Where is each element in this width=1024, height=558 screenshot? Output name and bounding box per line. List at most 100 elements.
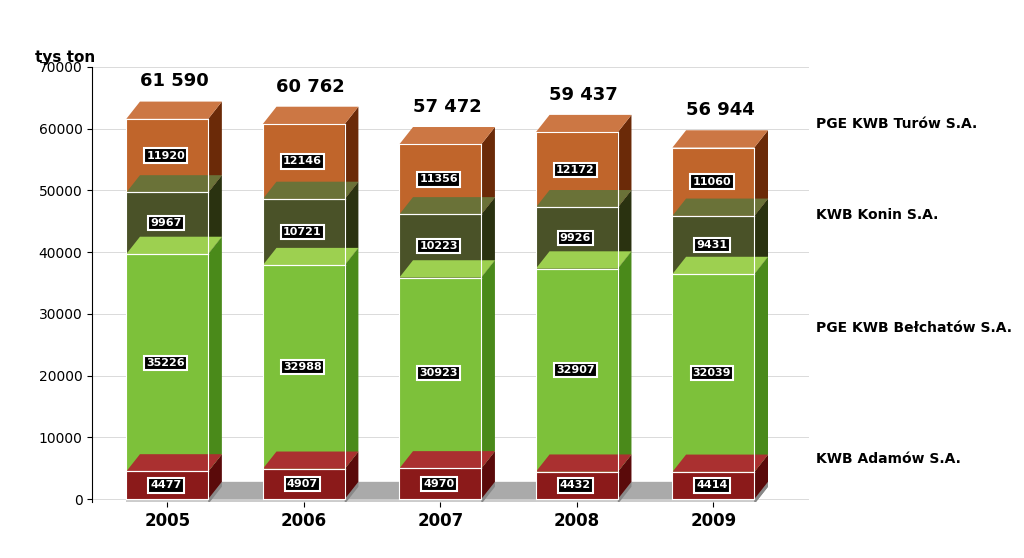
Polygon shape [673, 482, 768, 499]
Polygon shape [481, 197, 495, 277]
Polygon shape [399, 145, 481, 214]
Text: 60 762: 60 762 [276, 78, 345, 95]
Text: 11060: 11060 [692, 177, 731, 187]
Polygon shape [755, 257, 768, 472]
Text: 9967: 9967 [151, 218, 181, 228]
Polygon shape [481, 127, 495, 214]
Polygon shape [126, 482, 222, 499]
Polygon shape [399, 197, 495, 214]
Polygon shape [208, 454, 222, 499]
Text: 32907: 32907 [556, 365, 595, 375]
Polygon shape [673, 472, 755, 499]
Polygon shape [126, 499, 208, 504]
Polygon shape [126, 175, 222, 193]
Text: 30923: 30923 [420, 368, 458, 378]
Polygon shape [755, 455, 768, 499]
Text: 56 944: 56 944 [686, 101, 755, 119]
Polygon shape [536, 115, 632, 132]
Text: 4907: 4907 [287, 479, 318, 489]
Polygon shape [208, 482, 222, 504]
Polygon shape [673, 455, 768, 472]
Polygon shape [536, 454, 632, 472]
Polygon shape [617, 454, 632, 499]
Polygon shape [126, 482, 768, 499]
Polygon shape [399, 214, 481, 277]
Polygon shape [536, 472, 617, 499]
Polygon shape [345, 482, 358, 504]
Polygon shape [399, 260, 495, 277]
Text: KWB Adamów S.A.: KWB Adamów S.A. [816, 451, 961, 466]
Text: 12172: 12172 [556, 165, 595, 175]
Polygon shape [673, 147, 755, 216]
Text: 59 437: 59 437 [549, 86, 618, 104]
Polygon shape [345, 107, 358, 199]
Polygon shape [345, 182, 358, 265]
Text: 32039: 32039 [693, 368, 731, 378]
Polygon shape [617, 115, 632, 208]
Text: 10223: 10223 [420, 241, 458, 251]
Polygon shape [263, 107, 358, 124]
Polygon shape [263, 199, 345, 265]
Polygon shape [536, 208, 617, 268]
Polygon shape [126, 237, 222, 254]
Polygon shape [399, 127, 495, 145]
Polygon shape [755, 482, 768, 504]
Polygon shape [536, 190, 632, 208]
Text: 11356: 11356 [420, 174, 459, 184]
Polygon shape [755, 199, 768, 274]
Text: 12146: 12146 [283, 156, 322, 166]
Polygon shape [673, 274, 755, 472]
Polygon shape [126, 193, 208, 254]
Polygon shape [617, 482, 632, 504]
Text: 4970: 4970 [423, 479, 455, 489]
Polygon shape [673, 257, 768, 274]
Polygon shape [399, 451, 495, 468]
Polygon shape [673, 130, 768, 147]
Polygon shape [617, 190, 632, 268]
Text: 32988: 32988 [283, 362, 322, 372]
Polygon shape [399, 499, 481, 504]
Text: 11920: 11920 [146, 151, 185, 161]
Polygon shape [399, 482, 495, 499]
Polygon shape [673, 499, 755, 504]
Polygon shape [263, 124, 345, 199]
Polygon shape [126, 472, 208, 499]
Polygon shape [481, 451, 495, 499]
Polygon shape [263, 265, 345, 469]
Text: 57 472: 57 472 [413, 98, 481, 116]
Text: PGE KWB Turów S.A.: PGE KWB Turów S.A. [816, 117, 977, 131]
Text: 10721: 10721 [283, 227, 322, 237]
Polygon shape [755, 482, 768, 504]
Polygon shape [263, 451, 358, 469]
Text: 9926: 9926 [560, 233, 591, 243]
Polygon shape [481, 482, 495, 504]
Polygon shape [536, 132, 617, 208]
Text: 61 590: 61 590 [139, 73, 209, 90]
Polygon shape [126, 454, 222, 472]
Polygon shape [126, 254, 208, 472]
Polygon shape [673, 216, 755, 274]
Polygon shape [536, 251, 632, 268]
Polygon shape [263, 469, 345, 499]
Polygon shape [208, 237, 222, 472]
Polygon shape [755, 130, 768, 216]
Polygon shape [263, 482, 358, 499]
Polygon shape [263, 248, 358, 265]
Polygon shape [208, 102, 222, 193]
Polygon shape [481, 260, 495, 468]
Polygon shape [126, 119, 208, 193]
Text: 4432: 4432 [560, 480, 591, 490]
Polygon shape [208, 175, 222, 254]
Polygon shape [399, 277, 481, 468]
Text: 4414: 4414 [696, 480, 728, 490]
Polygon shape [536, 482, 632, 499]
Text: 35226: 35226 [146, 358, 185, 368]
Polygon shape [345, 451, 358, 499]
Text: tys ton: tys ton [35, 50, 95, 65]
Polygon shape [536, 499, 617, 504]
Text: 4477: 4477 [151, 480, 181, 490]
Text: PGE KWB Bełchatów S.A.: PGE KWB Bełchatów S.A. [816, 321, 1012, 335]
Polygon shape [673, 199, 768, 216]
Text: 9431: 9431 [696, 240, 728, 250]
Polygon shape [399, 468, 481, 499]
